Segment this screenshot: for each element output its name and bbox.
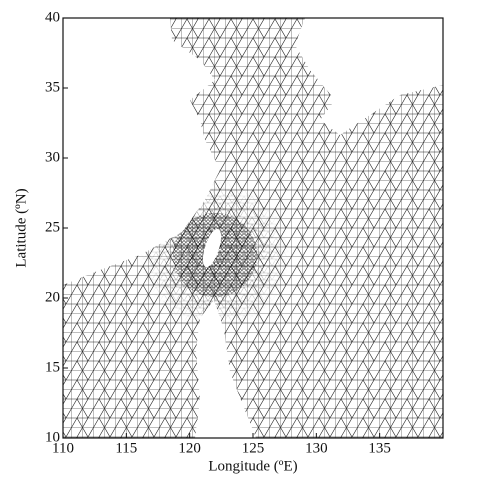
y-tick-label: 20 (45, 289, 60, 305)
x-tick-label: 115 (115, 440, 137, 456)
mesh (63, 18, 443, 438)
x-tick-label: 110 (52, 440, 74, 456)
x-tick-label: 135 (368, 440, 391, 456)
land-luzon (195, 300, 256, 438)
land-taiwan (202, 228, 222, 268)
y-tick-label: 35 (45, 79, 60, 95)
y-tick-label: 30 (45, 149, 60, 165)
y-tick-label: 15 (45, 359, 60, 375)
land-korea-japan (295, 18, 443, 135)
y-axis-label: Latitude (ºN) (13, 188, 29, 267)
land-china (63, 18, 220, 285)
y-tick-label: 10 (45, 429, 60, 445)
x-axis-label: Longitude (ºE) (208, 458, 297, 474)
y-tick-label: 40 (45, 9, 60, 25)
x-tick-label: 125 (242, 440, 265, 456)
x-tick-label: 120 (178, 440, 201, 456)
x-tick-label: 130 (305, 440, 328, 456)
y-tick-label: 25 (45, 219, 60, 235)
